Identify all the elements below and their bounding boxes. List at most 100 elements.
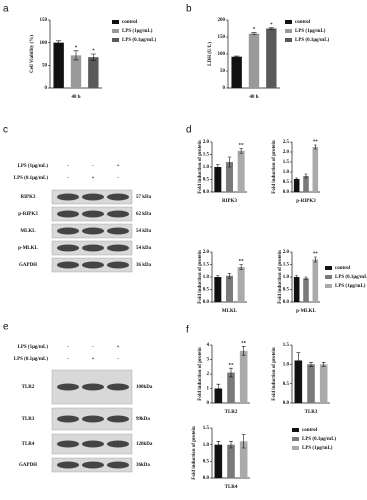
y-tick-label: 0.0 xyxy=(283,401,290,406)
bar xyxy=(227,372,235,403)
blot-band xyxy=(57,461,79,469)
y-axis-label: Fold induction of protein xyxy=(198,250,203,304)
blot-band xyxy=(57,193,79,201)
significance: ** xyxy=(313,252,319,257)
y-tick-label: 1.0 xyxy=(203,165,210,170)
error-bar xyxy=(216,164,220,170)
error-bar xyxy=(90,53,96,61)
legend-label: LPS (1μg/mL) xyxy=(295,29,326,34)
x-axis-label: TLR3 xyxy=(305,410,318,415)
band-size: 36 kDa xyxy=(136,263,152,268)
legend-label: LPS (1μg/mL) xyxy=(302,446,333,451)
legend-label: control xyxy=(122,20,138,25)
error-bar xyxy=(239,264,243,270)
band-name: p-RIPK3 xyxy=(18,212,38,217)
error-bar xyxy=(229,441,233,449)
y-tick-label: 1.5 xyxy=(203,426,210,431)
band-name: GAPDH xyxy=(19,263,37,268)
y-tick-label: 100 xyxy=(218,52,226,57)
blot-band xyxy=(82,210,104,218)
panel-label: d xyxy=(186,125,192,136)
significance: * xyxy=(75,46,78,51)
y-tick-label: 0.5 xyxy=(203,459,210,464)
band-size: 120kDa xyxy=(136,442,153,447)
error-bar xyxy=(239,147,243,154)
legend-swatch xyxy=(292,428,299,432)
error-bar xyxy=(216,275,220,279)
panel-label: c xyxy=(3,125,8,136)
legend-label: LPS (1μg/mL) xyxy=(122,29,153,34)
bar xyxy=(227,444,235,478)
blot-band xyxy=(82,461,104,469)
y-tick-label: 50 xyxy=(42,63,48,68)
blot-band xyxy=(107,210,129,218)
bar xyxy=(303,176,309,192)
x-axis-label: TLR2 xyxy=(225,410,238,415)
band-size: 99kDa xyxy=(136,417,150,422)
legend-swatch xyxy=(285,29,292,33)
blot-band xyxy=(107,244,129,252)
y-tick-label: 2.0 xyxy=(203,140,210,145)
bar xyxy=(294,360,303,403)
significance: ** xyxy=(239,260,245,265)
band-size: 62 kDa xyxy=(136,212,152,217)
error-bar xyxy=(216,383,221,394)
condition-label: LPS (1μg/mL) xyxy=(18,345,49,350)
blot-band xyxy=(107,440,129,448)
error-bar xyxy=(313,144,317,150)
y-axis-label: Cell Viability (%) xyxy=(30,35,35,73)
panel-label: f xyxy=(186,325,189,336)
error-bar xyxy=(295,177,299,181)
band-name: GAPDH xyxy=(19,463,37,468)
y-tick-label: 1.5 xyxy=(283,160,290,165)
legend-swatch xyxy=(285,38,292,42)
x-axis-label: p-MLKL xyxy=(296,309,316,314)
legend-swatch xyxy=(292,437,299,441)
error-bar xyxy=(268,27,274,30)
blot-band xyxy=(82,415,104,423)
y-tick-label: 1.5 xyxy=(203,263,210,268)
y-tick-label: 2 xyxy=(207,372,210,377)
band-size: 100kDa xyxy=(136,385,153,390)
legend-swatch xyxy=(292,446,299,450)
error-bar xyxy=(241,346,246,356)
condition-label: LPS (0.1μg/mL) xyxy=(14,357,49,362)
y-tick-label: 0 xyxy=(45,86,48,91)
y-axis-label: LDH (U/L) xyxy=(208,42,213,66)
bar xyxy=(293,179,300,192)
condition-sign: - xyxy=(67,176,69,181)
x-axis-label: TLR4 xyxy=(225,485,238,490)
bar xyxy=(214,167,222,192)
blot-band xyxy=(82,261,104,269)
error-bar xyxy=(304,173,308,179)
bar xyxy=(248,33,260,88)
significance: ** xyxy=(229,363,235,368)
y-axis-label: Fold induction of protein xyxy=(272,140,277,194)
condition-sign: + xyxy=(117,164,120,169)
bar xyxy=(319,364,328,403)
y-tick-label: 0.0 xyxy=(203,190,210,195)
blot-band xyxy=(107,415,129,423)
legend-swatch xyxy=(285,20,292,24)
legend-label: LPS (0.1μg/mL) xyxy=(302,437,337,442)
blot-band xyxy=(82,383,104,391)
error-bar xyxy=(251,32,257,35)
significance: ** xyxy=(313,140,319,145)
condition-sign: + xyxy=(92,176,95,181)
band-name: RIPK3 xyxy=(21,195,37,200)
x-axis-label: RIPK3 xyxy=(222,199,238,204)
legend-swatch xyxy=(112,20,119,24)
y-tick-label: 2.0 xyxy=(283,250,290,255)
condition-sign: - xyxy=(117,357,119,362)
error-bar xyxy=(229,367,233,378)
panel-label: e xyxy=(3,322,9,333)
y-tick-label: 0.0 xyxy=(283,190,290,195)
bar xyxy=(214,277,222,302)
legend-label: control xyxy=(335,266,351,271)
bar xyxy=(239,350,248,403)
bar xyxy=(53,42,64,88)
error-bar xyxy=(216,441,221,449)
y-tick-label: 0 xyxy=(207,401,210,406)
y-axis-label: Fold induction of protein xyxy=(272,347,277,401)
